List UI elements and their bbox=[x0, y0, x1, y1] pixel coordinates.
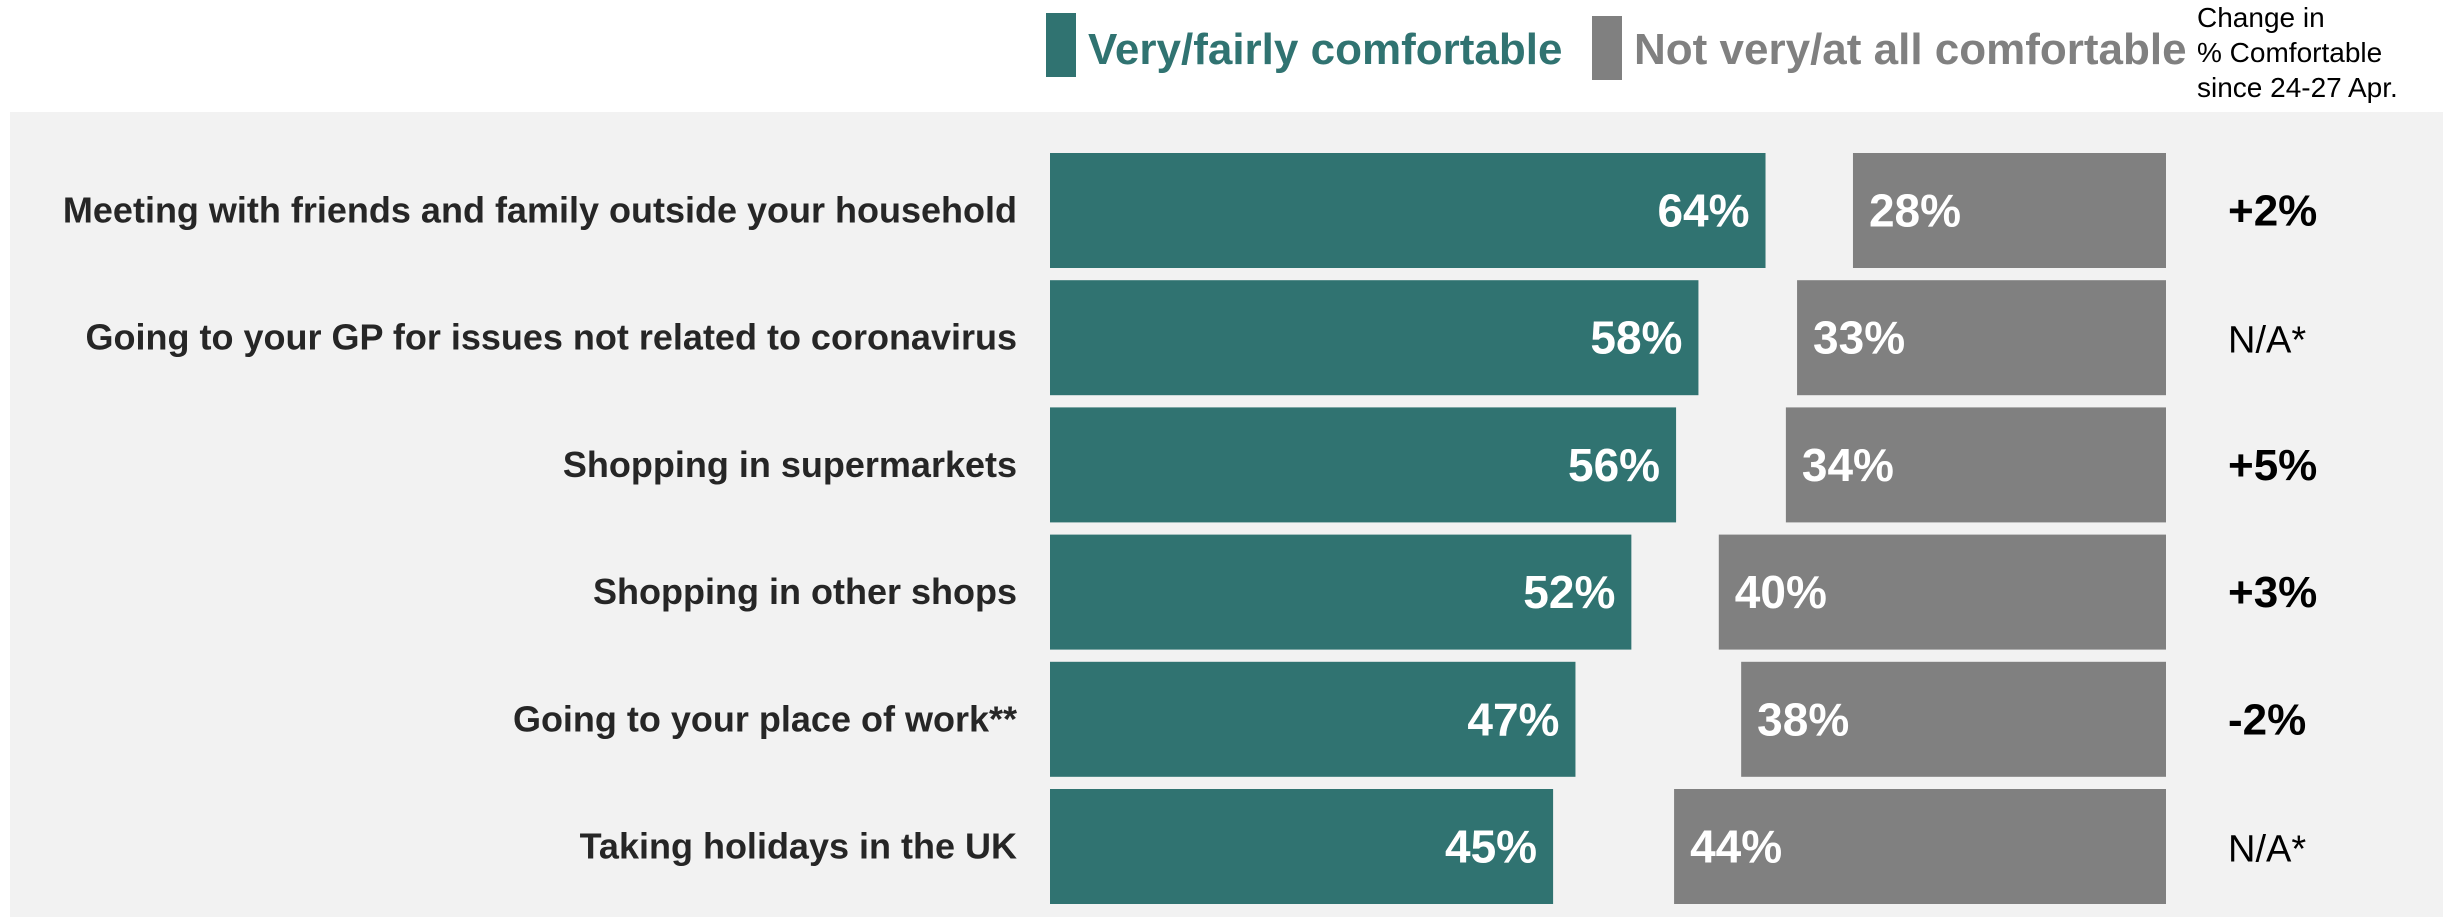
change-value: N/A* bbox=[2228, 829, 2306, 871]
bar-comfortable bbox=[1050, 407, 1677, 523]
category-label: Taking holidays in the UK bbox=[580, 826, 1017, 867]
bar-not-comfortable bbox=[1797, 280, 2166, 396]
change-header-line-1: Change in bbox=[2197, 2, 2325, 33]
bar-comfortable-value: 56% bbox=[1568, 439, 1660, 491]
bar-not-comfortable bbox=[1718, 534, 2166, 650]
legend-label-not-comfortable: Not very/at all comfortable bbox=[1634, 25, 2187, 74]
category-label: Going to your place of work** bbox=[513, 698, 1017, 739]
bar-comfortable-value: 47% bbox=[1467, 693, 1559, 745]
category-label: Meeting with friends and family outside … bbox=[63, 190, 1017, 231]
bar-not-comfortable-value: 28% bbox=[1869, 185, 1961, 237]
bar-not-comfortable-value: 33% bbox=[1813, 312, 1905, 364]
bar-not-comfortable bbox=[1852, 153, 2166, 268]
bar-not-comfortable bbox=[1674, 789, 2166, 904]
bar-comfortable bbox=[1050, 280, 1699, 396]
bar-comfortable-value: 64% bbox=[1657, 185, 1749, 237]
change-column-header: Change in % Comfortable since 24-27 Apr. bbox=[2197, 0, 2398, 105]
category-label: Shopping in other shops bbox=[593, 571, 1017, 612]
category-label: Shopping in supermarkets bbox=[563, 444, 1017, 485]
bar-comfortable bbox=[1050, 789, 1554, 904]
bar-comfortable bbox=[1050, 661, 1576, 777]
bar-comfortable bbox=[1050, 153, 1766, 268]
bar-comfortable-value: 52% bbox=[1523, 566, 1615, 618]
bar-not-comfortable-value: 38% bbox=[1757, 693, 1849, 745]
bar-comfortable bbox=[1050, 534, 1632, 650]
change-value: N/A* bbox=[2228, 320, 2306, 362]
change-value: +2% bbox=[2228, 187, 2317, 236]
legend-label-comfortable: Very/fairly comfortable bbox=[1088, 25, 1563, 74]
legend-swatch-not-comfortable bbox=[1592, 16, 1622, 80]
category-label: Going to your GP for issues not related … bbox=[86, 317, 1017, 358]
bar-comfortable-value: 45% bbox=[1445, 821, 1537, 873]
change-value: +5% bbox=[2228, 441, 2317, 490]
legend-swatch-comfortable bbox=[1046, 13, 1076, 77]
change-header-line-2: % Comfortable bbox=[2197, 37, 2383, 68]
bar-not-comfortable bbox=[1741, 661, 2166, 777]
change-value: +3% bbox=[2228, 568, 2317, 617]
change-value: -2% bbox=[2228, 695, 2306, 744]
bar-not-comfortable-value: 40% bbox=[1735, 566, 1827, 618]
bar-comfortable-value: 58% bbox=[1590, 312, 1682, 364]
bar-not-comfortable-value: 44% bbox=[1690, 821, 1782, 873]
bar-not-comfortable-value: 34% bbox=[1802, 439, 1894, 491]
bar-not-comfortable bbox=[1785, 407, 2166, 523]
change-header-line-3: since 24-27 Apr. bbox=[2197, 72, 2398, 103]
